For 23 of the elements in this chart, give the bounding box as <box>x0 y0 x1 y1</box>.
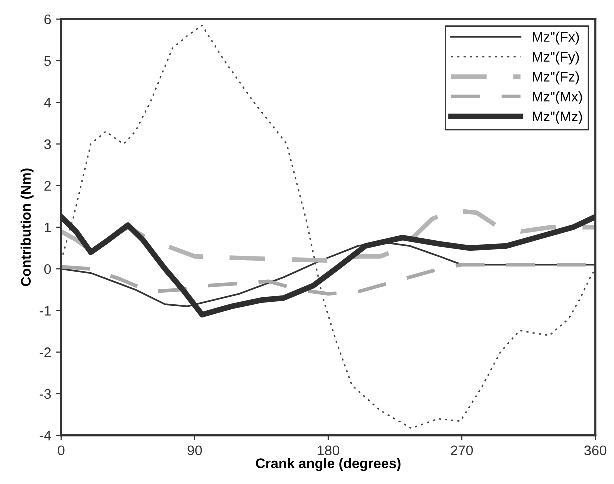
y-tick-label: -1 <box>40 306 51 316</box>
y-axis-title: Contribution (Nm) <box>20 168 34 286</box>
legend-label: Mz"(Mx) <box>533 92 582 104</box>
legend-label: Mz"(Mz) <box>533 111 582 124</box>
y-tick-label: 0 <box>44 264 52 274</box>
y-tick-label: 1 <box>45 222 51 233</box>
y-tick-label: 5 <box>44 56 52 66</box>
y-tick-label: 6 <box>44 14 52 25</box>
y-tick-label: 3 <box>44 140 52 150</box>
legend-label: Mz"(Fx) <box>533 32 580 45</box>
x-tick-label: 0 <box>58 446 65 456</box>
y-tick-label: -4 <box>40 431 52 441</box>
y-tick-label: -3 <box>40 389 52 400</box>
x-axis-title: Crank angle (degrees) <box>256 458 401 472</box>
x-tick-label: 90 <box>188 446 202 456</box>
y-tick-label: 4 <box>44 98 52 108</box>
legend-label: Mz"(Fz) <box>533 72 580 85</box>
y-tick-label: -2 <box>40 348 51 358</box>
x-tick-label: 180 <box>318 446 340 456</box>
y-tick-label: 2 <box>44 181 51 191</box>
legend-label: Mz"(Fy) <box>533 52 580 65</box>
x-tick-label: 270 <box>451 446 474 456</box>
x-tick-label: 360 <box>584 446 607 456</box>
